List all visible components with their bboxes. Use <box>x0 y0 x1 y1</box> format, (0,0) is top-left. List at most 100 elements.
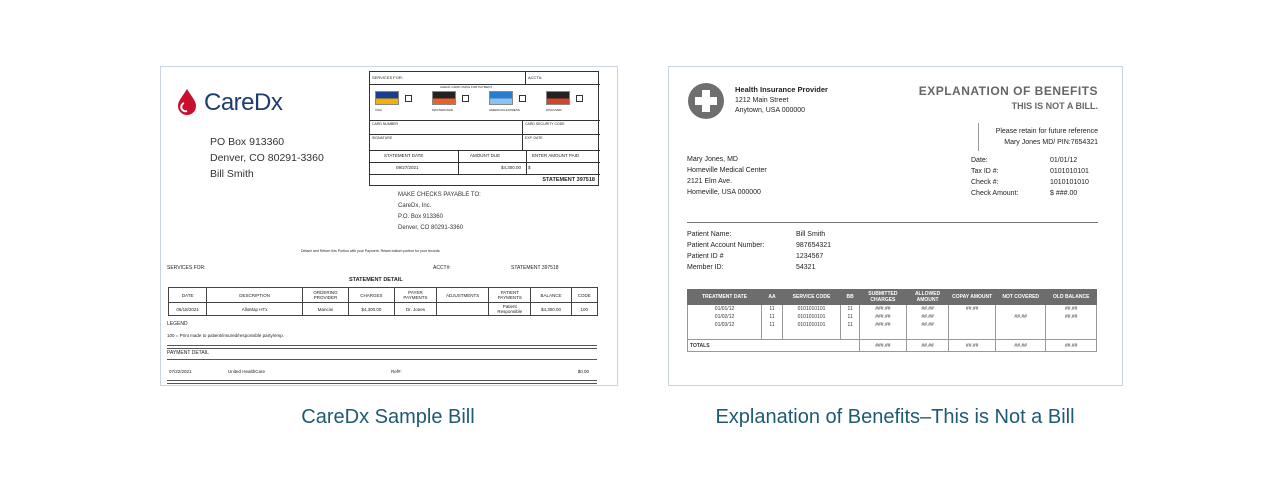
header-cell: TREATMENT DATE <box>686 289 763 305</box>
provider-logo <box>688 83 724 119</box>
section-label: PAYMENT DETAIL <box>167 350 209 356</box>
table-cell <box>948 313 996 321</box>
checkbox <box>405 95 412 102</box>
field-value: $ <box>528 165 531 170</box>
table-cell: 0101010101 <box>781 304 842 313</box>
table-cell: 11 <box>761 313 783 321</box>
rule <box>526 150 527 174</box>
field-label: STATEMENT 397518 <box>511 265 559 271</box>
field-value: 0101010101 <box>1050 168 1089 175</box>
table-row: 01/02/12 11 0101010101 11 ###.## ##.## ##.## ##… <box>686 313 1097 321</box>
totals-cell: ##.## <box>905 339 950 352</box>
table-row: 06/18/2021 AlloMap HTx Mancini $4,300.00 Dr.… <box>167 302 599 316</box>
provider-line: Anytown, USA 000000 <box>735 107 806 114</box>
recipient-line: 2121 Elm Ave. <box>687 178 733 185</box>
card-icon <box>375 91 399 105</box>
table-row: 01/01/12 11 0101010101 11 ###.## ##.## ##.## ##… <box>686 304 1097 313</box>
eob-subtitle: THIS IS NOT A BILL. <box>1011 101 1098 111</box>
totals-row: TOTALS ###.## ##.## ##.## ##.## ##.## <box>686 339 1097 352</box>
header-cell: ADJUSTMENTS <box>436 287 490 303</box>
table-cell <box>840 329 861 340</box>
table-cell: ##.## <box>1045 313 1097 321</box>
totals-cell: ##.## <box>948 339 996 352</box>
table-cell: ##.## <box>1045 304 1097 313</box>
field-value: Bill Smith <box>796 231 826 238</box>
rule <box>525 72 526 84</box>
logo-drop <box>178 89 196 115</box>
field-value: 1234567 <box>796 253 824 260</box>
table-cell: ##.## <box>948 304 996 313</box>
header-cell: SUBMITTED CHARGES <box>859 289 907 305</box>
table-cell <box>761 329 783 340</box>
table-cell: ###.## <box>859 304 907 313</box>
table-cell: 06/18/2021 <box>167 302 208 316</box>
rule <box>522 120 523 150</box>
retain-note: Please retain for future reference <box>995 128 1098 135</box>
field-value: $4,300.00 <box>500 165 521 170</box>
field-label: Patient ID # <box>687 253 724 260</box>
eob-title: EXPLANATION OF BENEFITS <box>918 84 1098 98</box>
address-line: Denver, CO 80291-3360 <box>210 152 324 164</box>
table-cell <box>994 304 1047 313</box>
table-cell: 11 <box>840 313 861 321</box>
field-value: 987654321 <box>796 242 832 249</box>
payment-cell: $0.00 <box>577 369 589 374</box>
table-cell <box>948 329 996 340</box>
rule <box>370 134 600 135</box>
field-label: Patient Account Number: <box>687 242 765 249</box>
section-label: LEGEND <box>167 321 188 327</box>
rule <box>370 174 600 175</box>
payment-box: SERVICES FOR: ACCT#: CHECK CARD USING FOR … <box>369 71 600 186</box>
retain-note: Mary Jones MD/ PIN:7654321 <box>1004 139 1098 146</box>
table-cell: 11 <box>840 304 861 313</box>
recipient-line: Homeville Medical Center <box>687 167 767 174</box>
eob-document: Health Insurance Provider 1212 Main Stree… <box>668 66 1123 386</box>
section-title: STATEMENT DETAIL <box>349 277 403 283</box>
header-cell: AA <box>761 289 783 305</box>
table-cell: 01/01/12 <box>686 304 763 313</box>
table-cell: Dr. Jones <box>393 302 438 316</box>
table-cell: $4,300.00 <box>347 302 395 316</box>
header-cell: CHARGES <box>347 287 395 303</box>
table-row <box>686 329 1097 340</box>
rule <box>370 120 600 121</box>
header-cell: DESCRIPTION <box>206 287 303 303</box>
statement-table: DATE DESCRIPTION ORDERING PROVIDER CHARGES P… <box>167 287 599 316</box>
field-label: Patient Name: <box>687 231 732 238</box>
checkbox <box>462 95 469 102</box>
field-value: 54321 <box>796 264 816 271</box>
table-cell: 11 <box>761 321 783 329</box>
field-value: 01/01/12 <box>1050 157 1078 164</box>
card-name: AMERICAN EXPRESS <box>489 108 520 112</box>
field-label: ACCT#: <box>528 75 543 80</box>
table-cell <box>948 321 996 329</box>
checkbox <box>519 95 526 102</box>
rule <box>167 380 597 384</box>
header-cell: SERVICE CODE <box>781 289 842 305</box>
table-cell: ##.## <box>905 313 950 321</box>
statement-number: STATEMENT 397518 <box>542 177 595 183</box>
field-label: Date: <box>971 157 988 164</box>
payable-line: Denver, CO 80291-3360 <box>398 225 464 231</box>
header-cell: ORDERING PROVIDER <box>301 287 349 303</box>
card-icon <box>546 91 570 105</box>
table-cell <box>994 329 1047 340</box>
table-cell: AlloMap HTx <box>206 302 303 316</box>
header-cell: DATE <box>167 287 208 303</box>
field-value: $ ###.00 <box>1050 190 1078 197</box>
table-header: DATE DESCRIPTION ORDERING PROVIDER CHARGES P… <box>167 287 599 303</box>
field-label: Check Amount: <box>971 190 1019 197</box>
table-cell: 01/03/12 <box>686 321 763 329</box>
payment-cell: Ref#: <box>391 369 402 374</box>
header-cell: BALANCE <box>530 287 572 303</box>
sample-bill: CareDx PO Box 913360 Denver, CO 80291-3360… <box>160 66 618 386</box>
field-label: EXP. DATE <box>525 136 543 140</box>
header-cell: PAYER PAYMENTS <box>393 287 438 303</box>
table-cell <box>781 329 842 340</box>
header-cell: ALLOWED AMOUNT <box>905 289 950 305</box>
header-cell: PATIENT PAYMENTS <box>488 287 532 303</box>
field-label: SIGNATURE <box>372 136 393 140</box>
caption: Explanation of Benefits–This is Not a Bi… <box>715 406 1075 428</box>
table-cell <box>994 321 1047 329</box>
